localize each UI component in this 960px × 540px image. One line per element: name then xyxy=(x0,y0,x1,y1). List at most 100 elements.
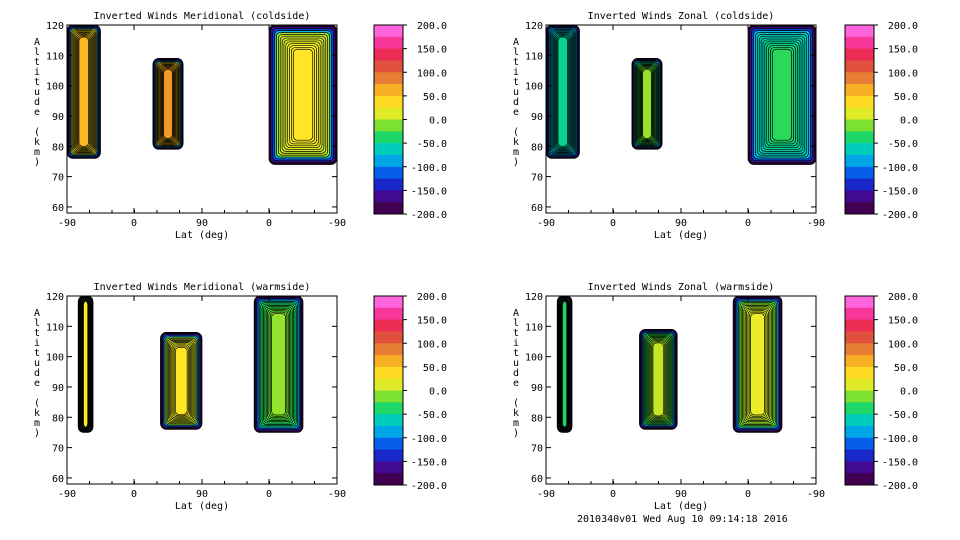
colorbar-tick-label: 0.0 xyxy=(429,387,447,398)
colorbar-tick-label: -150.0 xyxy=(882,186,918,197)
colorbar-tick-label: 0.0 xyxy=(429,116,447,127)
colorbar-swatch xyxy=(374,166,403,180)
contour-level xyxy=(271,313,286,416)
colorbar-swatch xyxy=(845,355,874,368)
colorbar-swatch xyxy=(845,296,874,309)
colorbar: 200.0 150.0 100.0 50.0 0.0 -50.0 -100.0 -150.0 -… xyxy=(373,292,447,492)
chart-title: Inverted Winds Meridional (coldside) xyxy=(94,11,311,22)
colorbar-swatch xyxy=(845,190,874,203)
colorbar-swatch xyxy=(845,25,874,38)
x-tick-label: -90 xyxy=(807,218,825,229)
colorbar-swatch xyxy=(374,331,403,344)
x-axis-label: Lat (deg) xyxy=(175,501,229,512)
colorbar-swatch xyxy=(374,60,403,73)
colorbar-tick-label: 50.0 xyxy=(894,92,918,103)
colorbar-swatch xyxy=(845,402,874,415)
colorbar-swatch xyxy=(845,143,874,156)
x-tick-label: 0 xyxy=(131,489,137,500)
colorbar-swatch xyxy=(374,319,403,332)
colorbar-swatch xyxy=(374,461,403,474)
contour-level xyxy=(642,68,652,139)
y-tick-label: 90 xyxy=(52,383,64,394)
data-region xyxy=(545,24,580,159)
colorbar-tick-label: 100.0 xyxy=(417,68,447,79)
data-region xyxy=(732,295,783,433)
colorbar-swatch xyxy=(845,60,874,73)
y-tick-label: 120 xyxy=(525,292,543,303)
colorbar-swatch xyxy=(845,307,874,321)
y-tick-label: 60 xyxy=(52,474,64,485)
colorbar-tick-label: -100.0 xyxy=(882,434,918,445)
contour-level xyxy=(771,48,793,141)
colorbar-swatch xyxy=(374,307,403,321)
colorbar-tick-label: -150.0 xyxy=(411,457,447,468)
colorbar-swatch xyxy=(845,36,874,50)
colorbar-tick-label: -150.0 xyxy=(411,186,447,197)
colorbar-tick-label: -200.0 xyxy=(411,210,447,221)
x-tick-label: 90 xyxy=(196,489,208,500)
colorbar-tick-label: -200.0 xyxy=(882,210,918,221)
chart-panel-2: Inverted Winds Zonal (coldside) -90 0 90 0 -9… xyxy=(513,11,918,241)
colorbar-swatch xyxy=(374,296,403,309)
colorbar-tick-label: 100.0 xyxy=(417,339,447,350)
colorbar: 200.0 150.0 100.0 50.0 0.0 -50.0 -100.0 -150.0 -… xyxy=(373,21,447,221)
colorbar-tick-label: -200.0 xyxy=(882,481,918,492)
colorbar-tick-label: 50.0 xyxy=(423,92,447,103)
data-region xyxy=(77,295,94,433)
x-tick-label: -90 xyxy=(807,489,825,500)
x-tick-label: -90 xyxy=(328,489,346,500)
colorbar: 200.0 150.0 100.0 50.0 0.0 -50.0 -100.0 -150.0 -… xyxy=(844,292,918,492)
colorbar-tick-label: 200.0 xyxy=(417,21,447,32)
contour-level xyxy=(78,36,89,147)
y-tick-label: 100 xyxy=(46,353,64,364)
colorbar-tick-label: 0.0 xyxy=(900,387,918,398)
colorbar-tick-label: 150.0 xyxy=(417,316,447,327)
colorbar-swatch xyxy=(374,473,403,486)
colorbar-tick-label: 50.0 xyxy=(423,363,447,374)
colorbar-tick-label: 100.0 xyxy=(888,339,918,350)
colorbar-swatch xyxy=(845,95,874,109)
colorbar-swatch xyxy=(845,343,874,356)
x-tick-label: 0 xyxy=(745,489,751,500)
colorbar-tick-label: -50.0 xyxy=(888,139,918,150)
y-tick-label: 70 xyxy=(52,173,64,184)
chart-title: Inverted Winds Meridional (warmside) xyxy=(94,282,311,293)
colorbar-swatch xyxy=(845,449,874,462)
y-tick-label: 120 xyxy=(46,292,64,303)
colorbar-tick-label: -200.0 xyxy=(411,481,447,492)
data-region xyxy=(268,24,338,165)
y-tick-label: 110 xyxy=(525,322,543,333)
x-tick-label: 0 xyxy=(745,218,751,229)
y-tick-label: 110 xyxy=(46,51,64,62)
colorbar-tick-label: 200.0 xyxy=(888,292,918,303)
colorbar-swatch xyxy=(374,178,403,191)
x-axis-label: Lat (deg) xyxy=(654,501,708,512)
y-tick-label: 90 xyxy=(531,112,543,123)
colorbar-tick-label: -100.0 xyxy=(411,434,447,445)
colorbar: 200.0 150.0 100.0 50.0 0.0 -50.0 -100.0 -150.0 -… xyxy=(844,21,918,221)
chart-panel-1: Inverted Winds Meridional (coldside) -90 0… xyxy=(34,11,447,241)
colorbar-swatch xyxy=(374,366,403,380)
colorbar-tick-label: 100.0 xyxy=(888,68,918,79)
x-tick-label: -90 xyxy=(328,218,346,229)
colorbar-swatch xyxy=(845,131,874,144)
colorbar-swatch xyxy=(374,355,403,368)
colorbar-swatch xyxy=(845,48,874,61)
y-tick-label: 60 xyxy=(531,203,543,214)
y-tick-label: 110 xyxy=(46,322,64,333)
colorbar-tick-label: -50.0 xyxy=(888,410,918,421)
chart-panel-3: Inverted Winds Meridional (warmside) -90 0… xyxy=(34,282,447,512)
colorbar-swatch xyxy=(845,84,874,97)
y-tick-label: 60 xyxy=(52,203,64,214)
contour-level xyxy=(652,342,665,417)
y-tick-label: 100 xyxy=(525,353,543,364)
colorbar-tick-label: 0.0 xyxy=(900,116,918,127)
chart-panel-4: Inverted Winds Zonal (warmside) -90 0 90 0 -9… xyxy=(513,282,918,512)
colorbar-swatch xyxy=(845,390,874,403)
x-tick-label: 0 xyxy=(131,218,137,229)
colorbar-tick-label: 50.0 xyxy=(894,363,918,374)
colorbar-swatch xyxy=(845,378,874,391)
colorbar-swatch xyxy=(845,166,874,180)
colorbar-tick-label: -150.0 xyxy=(882,457,918,468)
